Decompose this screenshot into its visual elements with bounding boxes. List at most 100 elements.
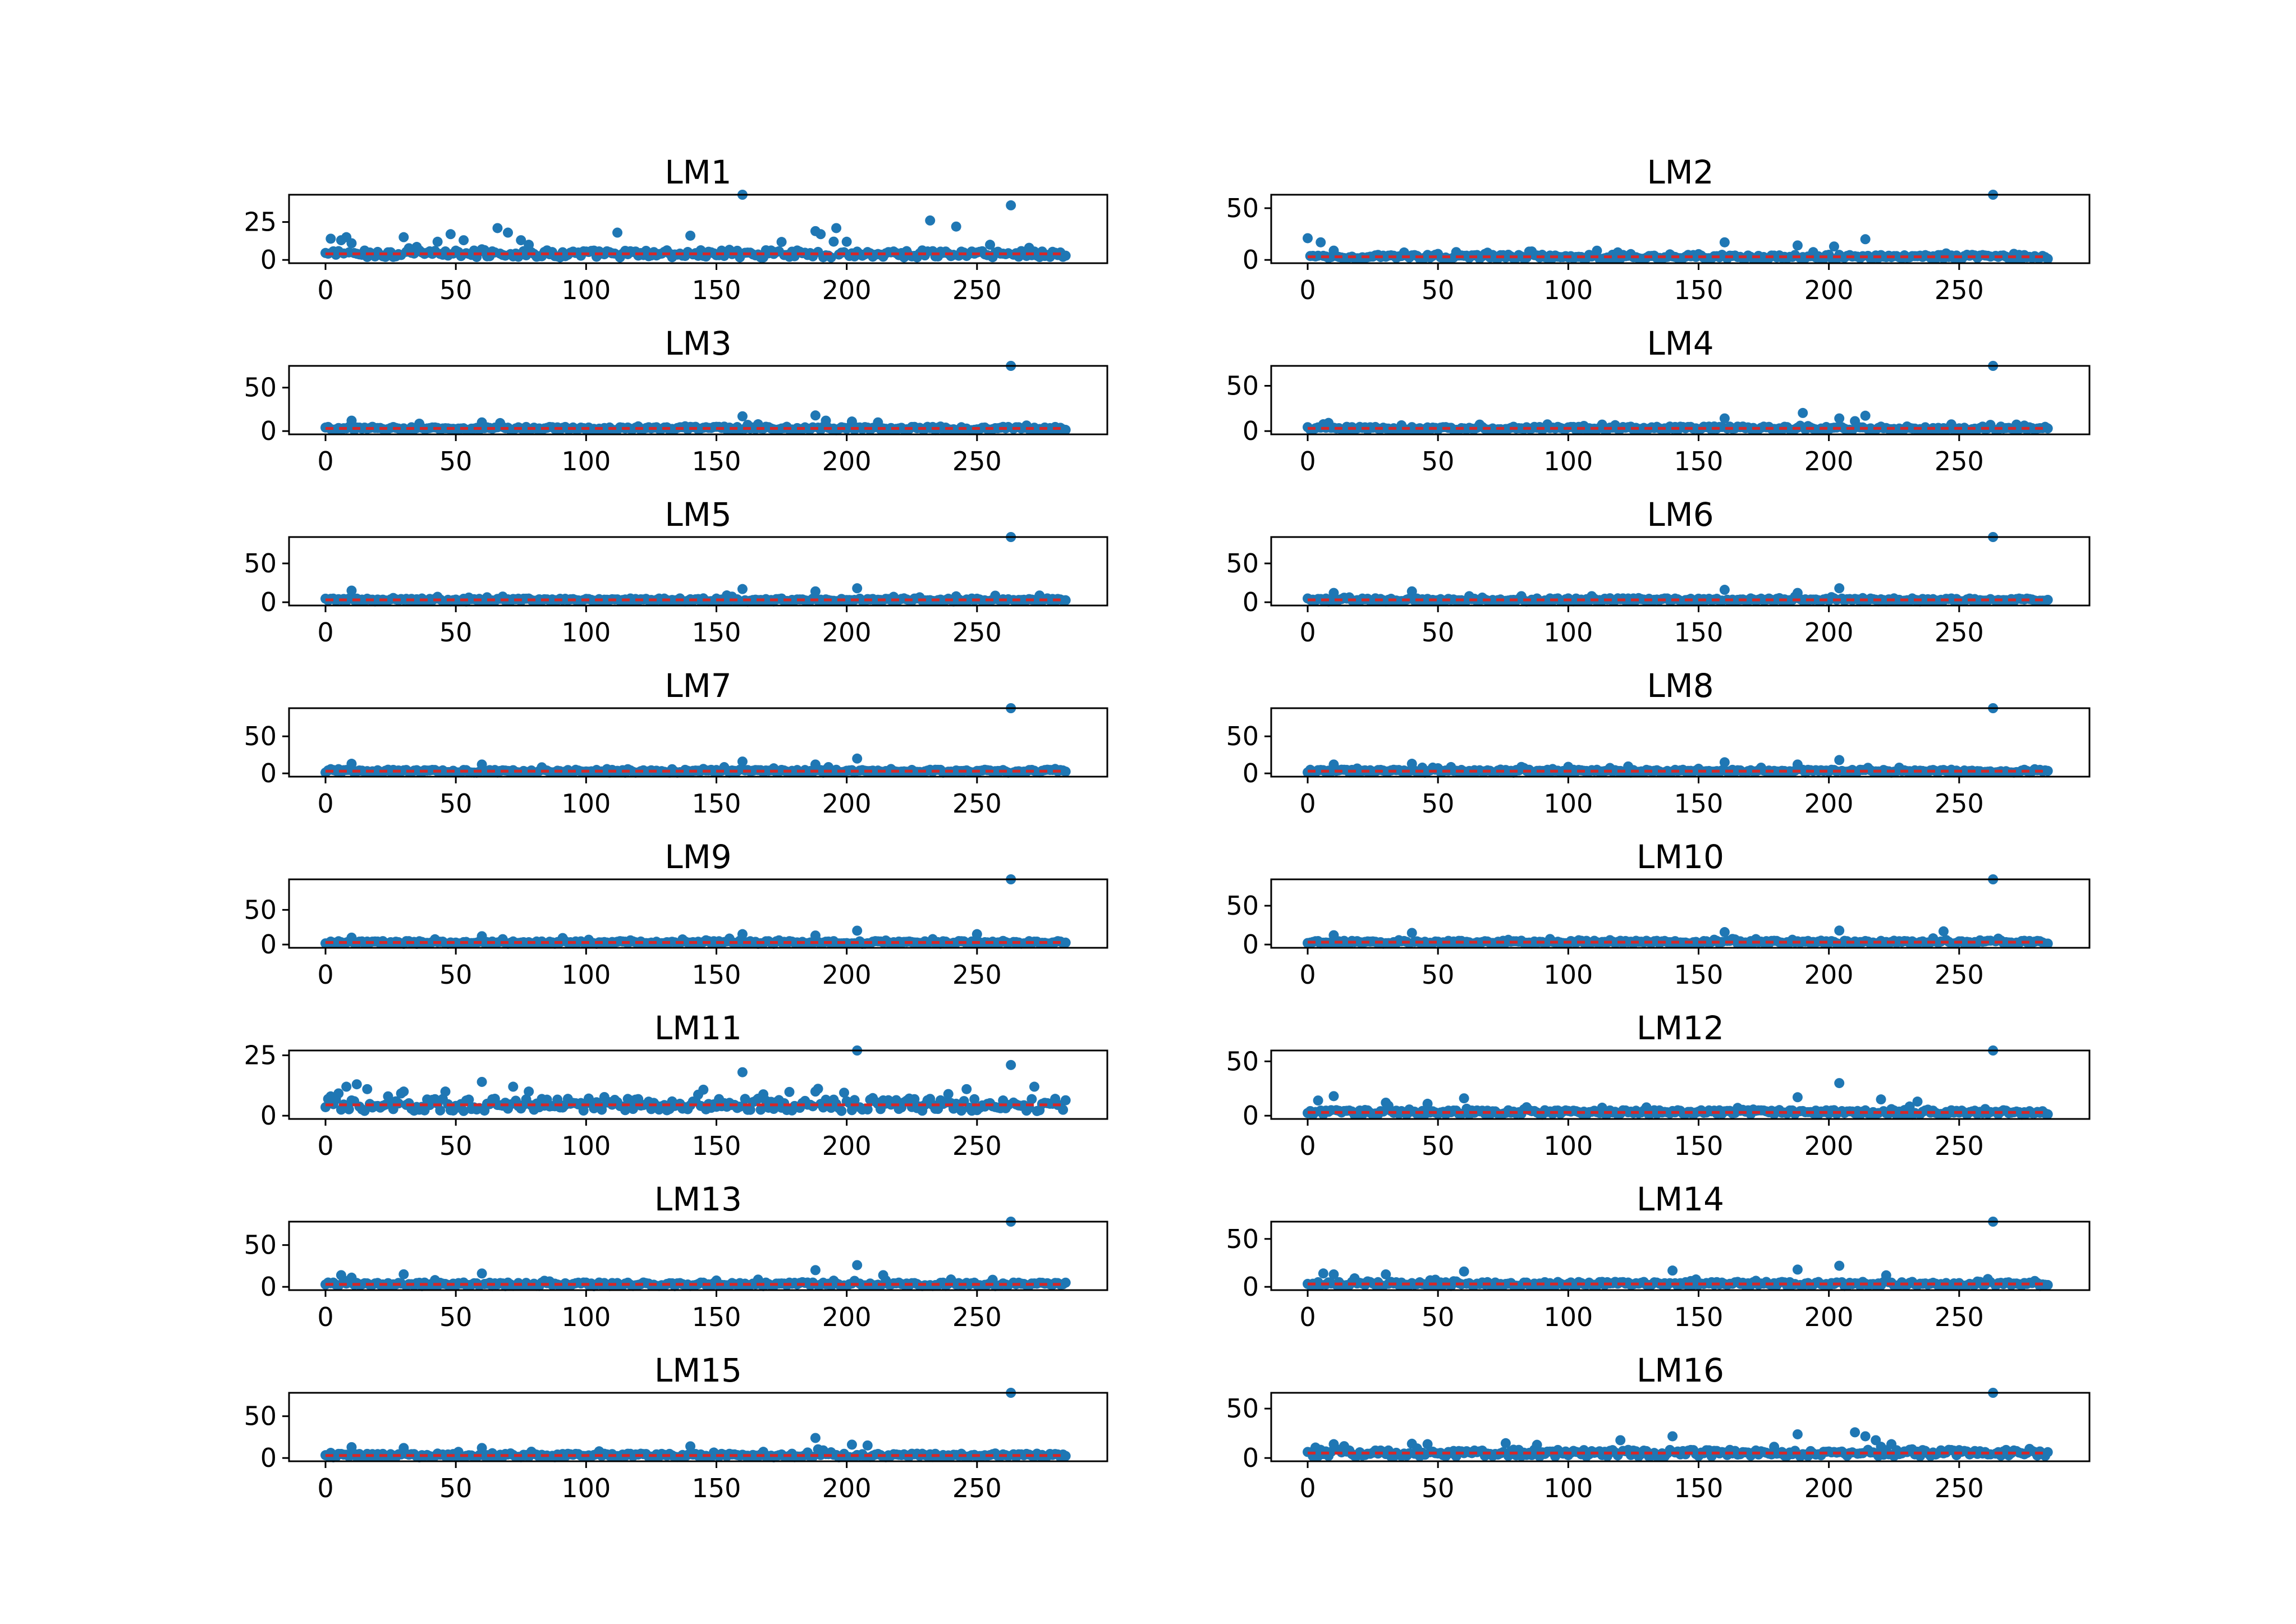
data-point [698,1084,709,1095]
x-tick-label: 50 [1422,960,1455,990]
data-point [432,236,443,247]
x-tick-label: 100 [1543,788,1593,819]
y-tick-label: 0 [1243,1100,1259,1131]
subplot-title: LM8 [1647,667,1713,705]
x-tick-label: 100 [561,1473,611,1503]
data-points [320,361,1071,435]
x-tick-label: 100 [1543,1131,1593,1161]
data-point [1006,1059,1016,1070]
data-point [1029,1081,1039,1092]
data-point [985,240,996,250]
data-point [552,1094,563,1105]
data-point [1860,410,1871,421]
y-tick-label: 0 [1243,1443,1259,1473]
y-tick-label: 50 [1226,371,1259,401]
x-tick-label: 250 [952,1473,1002,1503]
x-tick-label: 150 [692,617,741,648]
axes-frame [288,194,1108,264]
subplot-title: LM5 [664,496,731,534]
data-point [1792,1429,1803,1439]
data-point [810,1265,821,1276]
data-point [508,1081,519,1092]
data-point [909,1094,920,1104]
data-point [846,1105,857,1116]
x-tick-label: 250 [1935,617,1984,648]
x-tick-label: 0 [317,1302,333,1332]
data-point [1026,1094,1037,1104]
subplot-title: LM11 [654,1009,742,1047]
x-tick-label: 0 [1299,617,1316,648]
x-tick-label: 200 [1804,617,1854,648]
data-points [320,1388,1071,1462]
axes-frame [288,365,1108,435]
data-point [1719,585,1730,595]
data-point [1719,413,1730,424]
data-point [813,1084,823,1094]
data-point [1060,937,1071,948]
data-point [1719,927,1730,938]
data-point [1316,237,1326,247]
y-tick-label: 0 [260,929,277,960]
x-tick-label: 200 [822,446,872,476]
data-point [1060,595,1071,605]
data-point [737,1067,748,1077]
data-point [476,1076,487,1087]
data-point [1060,766,1071,777]
axes-frame [1270,365,2091,435]
data-point [503,227,514,238]
data-point [1060,1095,1071,1105]
data-point [1060,1451,1071,1461]
data-point [343,1104,354,1114]
y-tick-label: 50 [244,548,277,579]
subplot-title: LM14 [1637,1180,1724,1218]
data-point [852,1260,863,1270]
x-tick-label: 150 [1674,1131,1724,1161]
x-tick-label: 200 [1804,275,1854,305]
data-point [459,1105,469,1116]
data-point [464,1094,474,1105]
x-tick-label: 150 [692,788,741,819]
data-point [737,756,748,767]
data-points [320,703,1071,778]
data-point [341,1081,352,1092]
subplot-title: LM1 [664,153,731,191]
x-tick-label: 250 [1935,275,1984,305]
x-tick-label: 50 [1422,1302,1455,1332]
data-point [492,223,503,233]
data-point [440,1086,451,1097]
data-point [943,1089,954,1099]
data-point [1850,1427,1860,1438]
subplot-title: LM13 [654,1180,742,1218]
y-tick-label: 50 [1226,891,1259,921]
data-point [810,586,821,597]
data-point [737,411,748,421]
data-point [1792,240,1803,251]
data-point [956,1105,966,1116]
x-tick-label: 100 [1543,1473,1593,1503]
data-point [2042,423,2053,434]
subplot-title: LM2 [1647,153,1713,191]
data-point [2042,765,2053,776]
data-point [476,1268,487,1279]
x-tick-label: 200 [1804,1302,1854,1332]
data-point [1060,250,1071,261]
x-tick-label: 100 [1543,446,1593,476]
data-point [612,227,623,238]
x-tick-label: 200 [1804,1131,1854,1161]
y-tick-label: 0 [260,587,277,617]
data-point [862,1104,873,1115]
x-tick-label: 200 [822,788,872,819]
x-tick-label: 150 [1674,446,1724,476]
x-tick-label: 0 [1299,446,1316,476]
data-point [1834,1260,1845,1271]
y-tick-label: 0 [260,416,277,446]
x-tick-label: 0 [317,1131,333,1161]
x-tick-label: 100 [1543,960,1593,990]
data-point [1792,1264,1803,1275]
